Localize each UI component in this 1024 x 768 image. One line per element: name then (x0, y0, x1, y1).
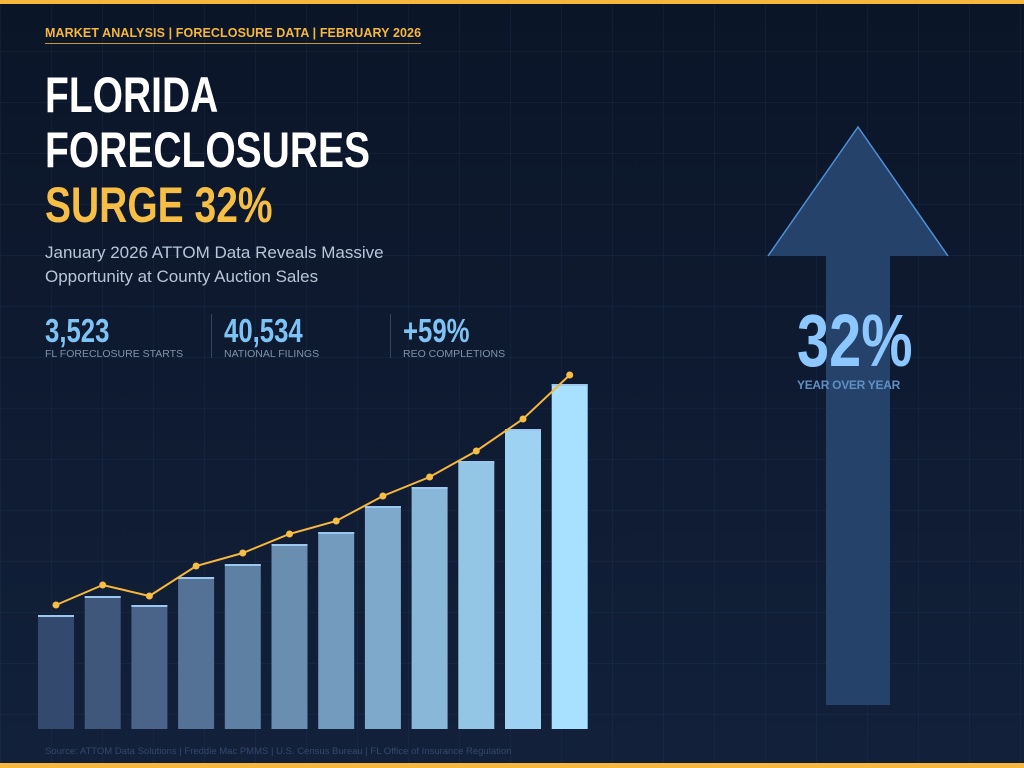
trend-point-2 (99, 581, 107, 589)
stat-label: FL FORECLOSURE STARTS (45, 348, 184, 360)
bar-cap (38, 615, 74, 617)
bar-8 (364, 506, 401, 729)
trend-point-8 (379, 492, 387, 500)
stat-label: REO COMPLETIONS (403, 348, 506, 360)
trend-point-5 (239, 549, 247, 557)
bar-4 (178, 577, 215, 729)
divider (211, 314, 212, 358)
top-accent-bar (0, 0, 1024, 4)
bar-10 (458, 461, 495, 729)
stat-value: +59% (403, 312, 470, 349)
bar-1 (38, 615, 74, 729)
bar-cap (364, 506, 401, 508)
trend-point-10 (472, 447, 480, 455)
title-line-3: SURGE 32% (45, 177, 273, 233)
trend-point-1 (52, 601, 60, 609)
trend-point-4 (192, 562, 200, 570)
stat-value: 40,534 (224, 312, 303, 349)
stat-label: NATIONAL FILINGS (224, 348, 320, 360)
bar-cap (505, 429, 541, 431)
stat-reo: +59% REO COMPLETIONS (403, 312, 506, 361)
up-arrow-icon (768, 127, 948, 705)
bar-cap (178, 577, 215, 579)
bar-cap (411, 487, 448, 489)
trend-point-7 (332, 517, 340, 525)
bar-cap (458, 461, 495, 463)
bar-cap (271, 544, 308, 546)
trend-point-9 (426, 473, 434, 481)
divider (390, 314, 391, 358)
bar-6 (271, 544, 308, 729)
bar-5 (224, 564, 261, 729)
bottom-accent-bar (0, 763, 1024, 768)
bar-2 (84, 596, 121, 729)
eyebrow: MARKET ANALYSIS | FORECLOSURE DATA | FEB… (45, 26, 422, 44)
trend-line (55, 374, 571, 606)
bar-11 (505, 429, 541, 729)
arrow-head-outline (767, 125, 949, 257)
trend-point-6 (286, 530, 293, 538)
stat-fl-starts: 3,523 FL FORECLOSURE STARTS (45, 312, 184, 361)
bar-12 (551, 384, 588, 729)
bar-cap (131, 605, 168, 607)
bar-cap (224, 564, 261, 566)
trend-point-12 (566, 371, 574, 379)
bar-cap (318, 532, 355, 534)
bar-cap (84, 596, 121, 598)
bar-9 (411, 487, 448, 729)
bar-7 (318, 532, 355, 729)
source-note: Source: ATTOM Data Solutions | Freddie M… (45, 746, 512, 757)
title-line-1: FLORIDA (45, 67, 219, 123)
title-line-2: FORECLOSURES (45, 122, 371, 178)
callout-label: YEAR OVER YEAR (797, 378, 900, 392)
callout-value: 32% (797, 299, 913, 382)
bar-cap (551, 384, 588, 386)
trend-point-3 (145, 592, 153, 600)
trend-point-11 (519, 415, 527, 423)
bar-3 (131, 605, 168, 729)
stat-value: 3,523 (45, 312, 110, 349)
subtitle: January 2026 ATTOM Data Reveals Massive … (45, 243, 384, 286)
stat-national: 40,534 NATIONAL FILINGS (224, 312, 325, 361)
